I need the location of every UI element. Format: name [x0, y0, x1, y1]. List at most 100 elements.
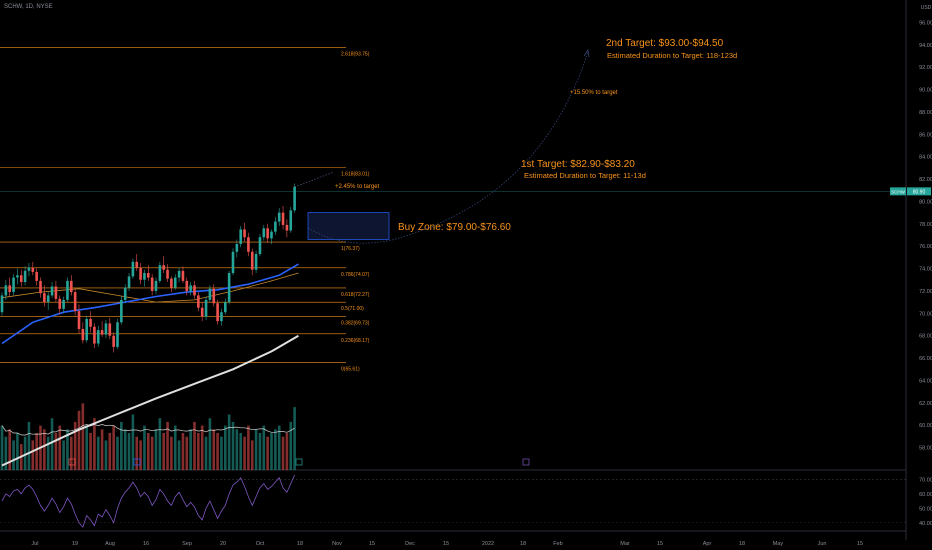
price-tick-label: 80.00 [919, 199, 932, 205]
volume-bar [181, 433, 185, 470]
candle-body [23, 270, 27, 282]
price-tick-label: 92.00 [919, 65, 932, 71]
time-tick-label: Oct [256, 541, 265, 547]
candle-body [181, 270, 185, 281]
volume-bar [277, 425, 281, 470]
volume-ma-line [1, 424, 295, 436]
candle-body [212, 288, 216, 304]
volume-bar [123, 429, 127, 470]
volume-bar [23, 436, 27, 470]
candle-body [93, 326, 96, 344]
candle-body [85, 318, 88, 341]
volume-bar [166, 421, 169, 470]
time-tick-label: Jun [818, 541, 827, 547]
candle-body [123, 287, 127, 300]
volume-bar [274, 429, 277, 470]
price-tick-label: 58.00 [919, 446, 932, 452]
volume-bar [220, 436, 223, 470]
volume-bar [89, 433, 92, 470]
time-tick-label: 18 [739, 541, 745, 547]
time-tick-label: 15 [369, 541, 375, 547]
volume-bar [293, 407, 296, 470]
volume-bar [162, 433, 165, 470]
volume-bar [16, 433, 19, 470]
candle-body [270, 231, 273, 239]
volume-bar [135, 436, 139, 470]
volume-bar [177, 440, 181, 470]
current-price-tag-label: 80.90 [913, 189, 926, 195]
time-tick-label: May [773, 541, 784, 547]
price-tick-label: 60.00 [919, 423, 932, 429]
ma-white-line [1, 334, 299, 467]
candle-body [39, 280, 42, 294]
time-tick-label: Dec [405, 541, 415, 547]
volume-bar [35, 433, 38, 470]
time-tick-label: 19 [72, 541, 78, 547]
volume-bar [197, 433, 200, 470]
price-tick-label: 62.00 [919, 401, 932, 407]
candle-body [150, 277, 154, 291]
candle-body [200, 307, 204, 317]
candle-body [58, 298, 62, 309]
fib-level-label: 0.786(74.07) [341, 272, 370, 278]
candle-body [274, 221, 277, 232]
volume-bar [66, 429, 69, 470]
candle-body [135, 261, 139, 268]
price-tick-label: 72.00 [919, 289, 932, 295]
volume-bar [31, 440, 35, 470]
rsi-line [1, 474, 295, 528]
candle-body [70, 280, 73, 293]
volume-bar [150, 436, 154, 470]
candle-body [27, 267, 31, 271]
fib-level-label: 1.618(83.01) [341, 172, 370, 178]
candle-body [185, 280, 189, 291]
candle-body [54, 286, 58, 299]
volume-bar [254, 429, 258, 470]
price-tick-label: 64.00 [919, 378, 932, 384]
fib-level-label: 0.382(69.73) [341, 320, 370, 326]
volume-bar [58, 425, 62, 470]
price-tick-label: 90.00 [919, 88, 932, 94]
volume-bar [0, 425, 4, 470]
candle-body [277, 212, 281, 222]
time-tick-label: 15 [443, 541, 449, 547]
candle-body [16, 275, 19, 278]
volume-bar [285, 433, 289, 470]
buy-zone-box [307, 212, 390, 240]
current-price-tag-bg [907, 187, 931, 196]
candle-body [220, 312, 223, 322]
price-tick-label: 78.00 [919, 222, 932, 228]
candle-body [131, 261, 135, 277]
target1-duration: Estimated Duration to Target: 11-13d [524, 171, 646, 180]
fib-level-label: 0.618(72.27) [341, 292, 370, 298]
price-tick-label: 88.00 [919, 110, 932, 116]
volume-bar [243, 436, 246, 470]
volume-bar [127, 433, 131, 470]
price-tick-label: 68.00 [919, 334, 932, 340]
volume-bar [193, 421, 196, 470]
candle-body [250, 251, 254, 270]
volume-bar [108, 433, 112, 470]
target2-projection-path [307, 51, 589, 244]
volume-bar [227, 414, 231, 470]
time-tick-label: 20 [220, 541, 226, 547]
candle-body [35, 271, 38, 281]
volume-bar [131, 414, 135, 470]
volume-bar [212, 429, 216, 470]
price-tick-label: 76.00 [919, 244, 932, 250]
candle-body [173, 277, 177, 288]
volume-bar [139, 440, 142, 470]
volume-bar [12, 440, 15, 470]
candle-body [239, 229, 242, 244]
candle-body [143, 273, 146, 280]
candle-body [19, 275, 23, 282]
volume-bar [81, 403, 85, 470]
time-tick-label: Jul [31, 541, 38, 547]
time-tick-label: 18 [520, 541, 526, 547]
volume-bar [204, 436, 208, 470]
volume-bar [116, 436, 119, 470]
candle-body [147, 273, 150, 278]
candle-body [193, 285, 196, 296]
